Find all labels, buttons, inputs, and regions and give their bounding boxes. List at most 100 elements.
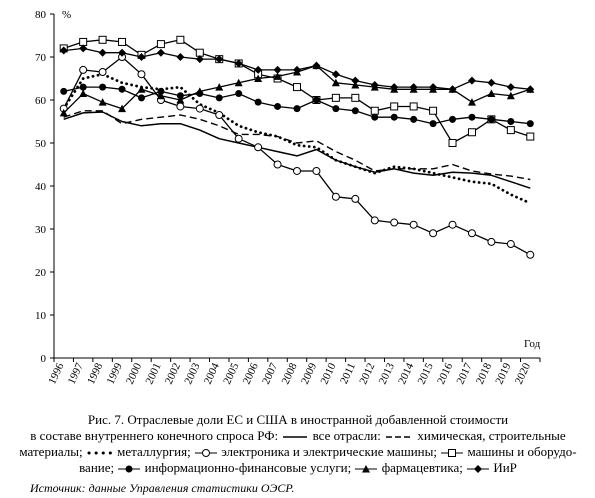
data-point [410, 115, 418, 123]
legend-square-open-swatch [441, 449, 464, 458]
data-point [137, 53, 146, 61]
legend-triangle-swatch [355, 465, 378, 473]
data-point [468, 113, 476, 121]
data-point [487, 115, 495, 123]
data-point [98, 98, 107, 106]
data-point [215, 111, 224, 120]
legend-solid-swatch [283, 436, 308, 438]
legend-dotted-swatch [87, 451, 114, 455]
data-point [331, 192, 340, 201]
data-point [526, 132, 535, 141]
data-point [449, 115, 457, 123]
legend-all-label: все отрасли: [312, 428, 381, 443]
data-point [176, 102, 185, 111]
legend-metal-label: металлургия; [117, 444, 191, 459]
data-point [215, 94, 223, 102]
y-tick-label: 0 [41, 353, 47, 365]
data-point [293, 65, 301, 74]
data-point [467, 98, 476, 106]
x-tick-label: 2017 [455, 361, 475, 386]
caption-line-4: вание; информационно-финансовые услуги; … [8, 460, 588, 476]
data-point [234, 59, 243, 68]
x-tick-label: 2007 [260, 361, 280, 386]
x-tick-label: 2014 [396, 361, 416, 386]
data-point [467, 128, 476, 137]
y-tick-label: 70 [35, 52, 47, 64]
data-point [118, 85, 126, 93]
data-point [215, 55, 224, 64]
data-point [118, 48, 127, 57]
x-tick-label: 2020 [513, 361, 533, 386]
data-point [79, 83, 87, 91]
series-dashed [63, 110, 531, 181]
series-solid [63, 111, 531, 189]
data-point [235, 90, 243, 98]
data-point [195, 104, 204, 113]
data-point [98, 68, 107, 77]
data-point [176, 35, 185, 44]
data-point [371, 113, 379, 121]
x-tick-label: 1998 [85, 361, 105, 386]
source-note: Источник: данные Управления статистики О… [30, 481, 295, 495]
data-point [254, 143, 263, 152]
legend-circle-filled-swatch [118, 465, 141, 473]
y-unit-label: % [62, 9, 71, 21]
data-point [99, 83, 107, 91]
x-tick-label: 2016 [435, 361, 455, 386]
data-point [351, 107, 359, 115]
data-point [156, 91, 165, 100]
data-point [118, 104, 127, 113]
data-point [157, 87, 165, 95]
data-point [390, 102, 399, 111]
data-point [448, 139, 457, 147]
data-point [215, 83, 224, 91]
data-point [448, 220, 457, 229]
x-tick-label: 2011 [338, 361, 358, 386]
data-point [351, 80, 360, 89]
data-point [429, 106, 438, 115]
data-point [79, 44, 88, 53]
data-point [526, 250, 535, 259]
data-point [176, 53, 185, 61]
x-tick-label: 2005 [221, 361, 241, 386]
legend-dashed-swatch [386, 436, 413, 438]
data-point [312, 61, 321, 70]
legend-circle-open-swatch [194, 449, 217, 458]
x-tick-label: 2013 [377, 361, 397, 386]
data-point [79, 89, 88, 98]
series-circle-open [59, 53, 535, 259]
series-line [63, 111, 531, 189]
data-point [98, 35, 107, 44]
data-point [467, 76, 476, 85]
figure-caption: Рис. 7. Отраслевые доли ЕС и США в иност… [8, 412, 588, 476]
data-point [274, 102, 282, 110]
data-point [137, 94, 145, 102]
data-point [370, 216, 379, 225]
legend-mach-label-b: вание; [79, 460, 115, 475]
x-tick-label: 1999 [105, 361, 125, 386]
data-point [487, 78, 496, 87]
series-line [63, 110, 531, 181]
x-tick-label: 2001 [143, 361, 163, 386]
x-tick-label: 2004 [202, 361, 222, 386]
data-point [429, 83, 438, 92]
legend-materials-label: материалы; [19, 444, 83, 459]
data-point [370, 106, 379, 115]
data-point [506, 240, 515, 249]
caption-title: Рис. 7. Отраслевые доли ЕС и США в иност… [87, 412, 509, 427]
x-tick-label: 2009 [299, 361, 319, 386]
x-tick-label: 2019 [493, 361, 513, 386]
data-point [332, 105, 340, 113]
data-point [507, 118, 515, 125]
data-point [409, 83, 418, 92]
x-axis-label: Год [524, 338, 541, 350]
data-point [409, 220, 418, 229]
y-tick-label: 30 [35, 224, 47, 236]
x-tick-label: 2018 [474, 361, 494, 386]
data-point [390, 218, 399, 227]
data-point [79, 65, 88, 74]
data-point [293, 105, 301, 113]
x-tick-label: 2008 [280, 361, 300, 386]
data-point [390, 113, 398, 121]
